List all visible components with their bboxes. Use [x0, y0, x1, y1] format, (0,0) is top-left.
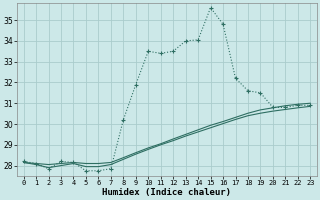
X-axis label: Humidex (Indice chaleur): Humidex (Indice chaleur) [102, 188, 231, 197]
